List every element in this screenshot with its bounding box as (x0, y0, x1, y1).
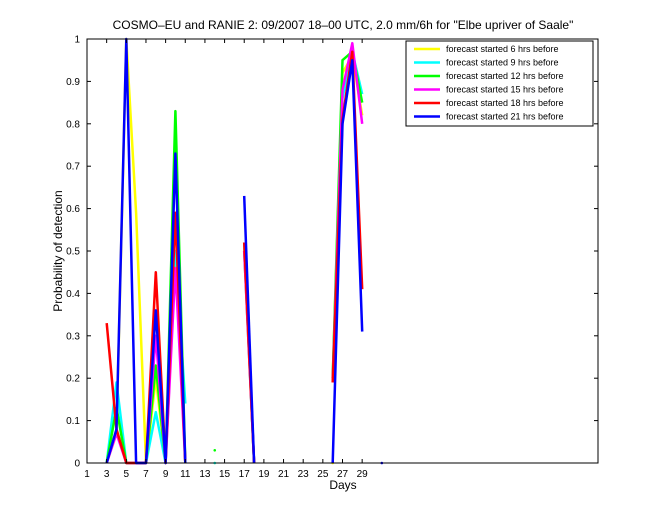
legend-label: forecast started 18 hrs before (446, 98, 564, 108)
chart-title: COSMO–EU and RANIE 2: 09/2007 18–00 UTC,… (113, 18, 574, 32)
series-point (213, 448, 217, 452)
y-axis: 0 0.1 0.2 0.3 0.4 0.5 0.6 0.7 0.8 0.9 1 (66, 35, 598, 470)
y-tick-label: 0.7 (66, 162, 80, 173)
x-axis-label: Days (329, 478, 356, 492)
legend-label: forecast started 6 hrs before (446, 44, 559, 54)
x-tick-label: 27 (337, 469, 349, 480)
legend-label: forecast started 21 hrs before (446, 112, 564, 122)
y-axis-label: Probability of detection (51, 190, 65, 311)
x-tick-label: 9 (163, 469, 169, 480)
x-tick-label: 1 (84, 469, 90, 480)
y-tick-label: 0.9 (66, 77, 80, 88)
legend-label: forecast started 12 hrs before (446, 71, 564, 81)
x-tick-label: 17 (239, 469, 251, 480)
legend-label: forecast started 9 hrs before (446, 58, 559, 68)
legend-box (405, 40, 594, 127)
y-tick-label: 0.6 (66, 204, 80, 215)
x-axis: 1 3 5 7 9 11 13 15 17 19 21 23 25 27 29 (84, 39, 368, 480)
x-tick-label: 5 (124, 469, 130, 480)
series-line (331, 58, 364, 464)
y-tick-label: 0.3 (66, 331, 80, 342)
legend-label: forecast started 15 hrs before (446, 85, 564, 95)
x-tick-label: 15 (219, 469, 231, 480)
y-tick-label: 0.5 (66, 247, 80, 258)
x-tick-label: 21 (278, 469, 290, 480)
y-tick-label: 0 (74, 459, 80, 470)
x-tick-label: 25 (317, 469, 329, 480)
y-tick-label: 0.1 (66, 416, 80, 427)
x-tick-label: 23 (298, 469, 310, 480)
x-tick-label: 13 (199, 469, 211, 480)
series-line (242, 195, 256, 464)
x-tick-label: 3 (104, 469, 110, 480)
legend: forecast started 6 hrs before forecast st… (405, 40, 594, 127)
y-tick-label: 0.2 (66, 374, 80, 385)
x-tick-label: 19 (258, 469, 270, 480)
x-tick-label: 7 (143, 469, 149, 480)
x-tick-label: 29 (357, 469, 369, 480)
y-tick-label: 1 (74, 35, 80, 46)
y-tick-label: 0.4 (66, 289, 80, 300)
y-tick-label: 0.8 (66, 119, 80, 130)
x-tick-label: 11 (180, 469, 191, 480)
